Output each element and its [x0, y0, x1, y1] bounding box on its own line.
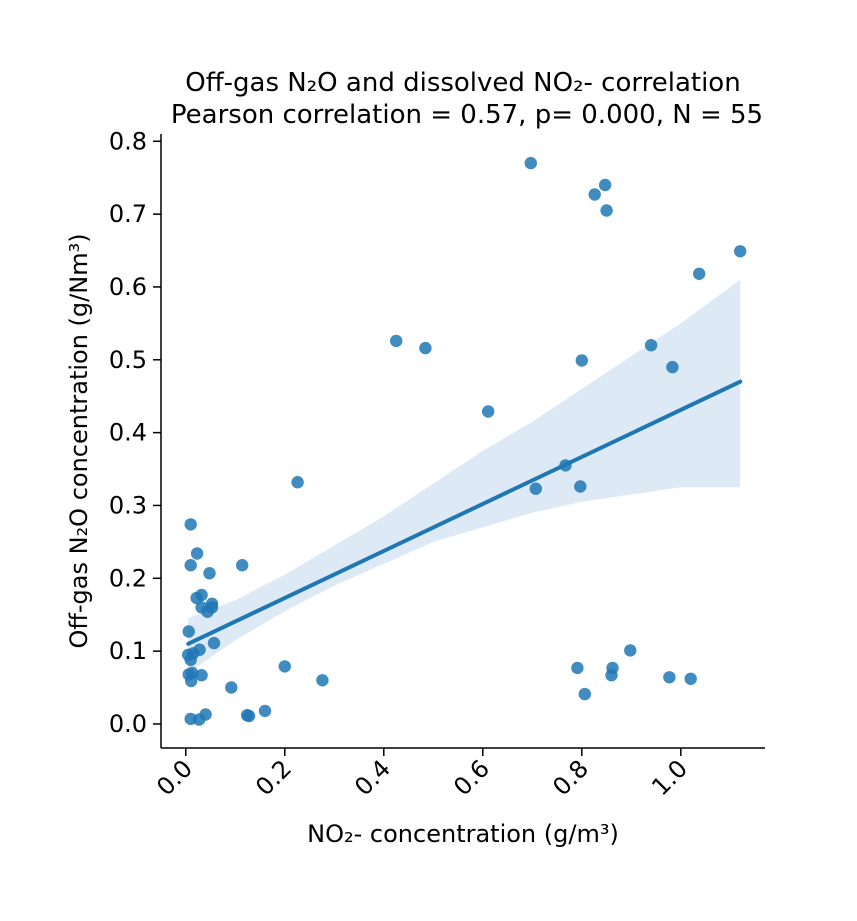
data-point-2 — [190, 547, 204, 560]
x-tick-label: 0.8 — [547, 754, 594, 801]
x-axis-label: NO₂- concentration (g/m³) — [307, 820, 619, 848]
x-tick-label: 0.6 — [448, 754, 495, 801]
y-tick-label: 0.5 — [109, 346, 147, 374]
data-point-13 — [182, 625, 195, 638]
data-point-25 — [192, 713, 206, 726]
data-point-42 — [600, 204, 613, 217]
data-point-41 — [598, 178, 612, 192]
data-point-30 — [316, 674, 329, 687]
data-point-20 — [195, 669, 208, 682]
chart-subtitle: Pearson correlation = 0.57, p= 0.000, N … — [171, 100, 763, 130]
y-tick-label: 0.0 — [109, 710, 147, 738]
plot-area — [182, 156, 747, 726]
data-point-52 — [693, 267, 706, 280]
data-point-43 — [571, 661, 584, 675]
data-point-47 — [624, 644, 637, 657]
data-point-34 — [482, 405, 495, 418]
data-point-22 — [225, 681, 238, 694]
data-point-46 — [605, 669, 618, 682]
confidence-band — [188, 279, 741, 673]
x-tick-label: 1.0 — [646, 754, 693, 801]
data-point-11 — [205, 601, 219, 614]
y-axis-ticks: 0.0 0.1 0.2 0.3 0.4 0.5 0.6 0.7 0.8 — [109, 127, 161, 738]
data-point-1 — [184, 518, 197, 531]
y-tick-label: 0.2 — [109, 564, 147, 592]
x-tick-label: 0.0 — [151, 754, 198, 801]
x-tick-label: 0.4 — [349, 754, 396, 801]
data-point-21 — [185, 674, 198, 688]
data-point-35 — [524, 156, 537, 170]
y-tick-label: 0.4 — [109, 419, 147, 447]
data-point-48 — [644, 339, 658, 352]
data-point-39 — [575, 354, 588, 367]
y-tick-label: 0.8 — [109, 127, 147, 155]
data-point-53 — [734, 245, 747, 258]
data-point-4 — [203, 567, 216, 580]
data-point-36 — [529, 482, 542, 495]
data-point-51 — [684, 672, 697, 685]
data-point-31 — [291, 476, 304, 489]
data-point-33 — [419, 341, 432, 355]
y-axis-label: Off-gas N₂O concentration (g/Nm³) — [65, 233, 93, 648]
data-point-38 — [574, 480, 587, 493]
regression-line — [186, 379, 743, 646]
x-axis-ticks: 0.0 0.2 0.4 0.6 0.8 1.0 — [151, 748, 693, 801]
data-point-49 — [666, 360, 679, 374]
data-point-27 — [242, 709, 256, 723]
chart-title: Off-gas N₂O and dissolved NO₂- correlati… — [185, 68, 740, 98]
data-point-44 — [578, 687, 591, 701]
x-tick-label: 0.2 — [250, 754, 297, 801]
data-point-3 — [184, 559, 197, 572]
data-point-7 — [195, 588, 208, 602]
data-point-40 — [588, 188, 601, 201]
data-point-28 — [258, 704, 272, 718]
y-tick-label: 0.3 — [109, 491, 147, 519]
data-point-32 — [390, 334, 403, 348]
data-point-5 — [236, 559, 249, 572]
data-point-17 — [184, 653, 197, 667]
data-point-29 — [278, 660, 291, 673]
y-tick-label: 0.7 — [109, 200, 147, 228]
y-tick-label: 0.1 — [109, 637, 147, 665]
data-point-50 — [663, 671, 676, 684]
y-tick-label: 0.6 — [109, 273, 147, 301]
data-point-12 — [207, 636, 221, 650]
